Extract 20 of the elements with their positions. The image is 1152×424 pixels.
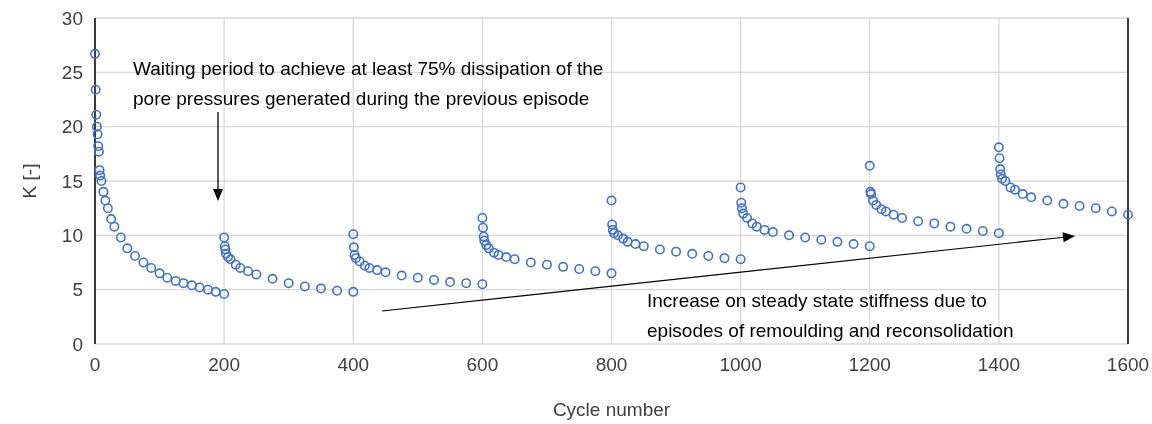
x-tick-label: 1400	[977, 354, 1021, 375]
y-axis-title: K [-]	[19, 163, 40, 199]
y-tick-label: 25	[61, 61, 83, 83]
x-axis-title: Cycle number	[552, 399, 671, 420]
x-tick-label: 600	[466, 354, 499, 375]
x-tick-label: 1600	[1106, 354, 1150, 375]
y-tick-label: 0	[72, 333, 83, 355]
y-tick-label: 20	[61, 116, 83, 138]
annotation: Increase on steady state stiffness due to episodes of remoulding and reconsolidation	[647, 290, 1014, 341]
y-tick-label: 10	[61, 224, 83, 246]
x-tick-label: 1200	[848, 354, 891, 375]
x-tick-label: 400	[337, 354, 370, 375]
x-tick-label: 800	[595, 354, 628, 375]
x-tick-label: 1000	[719, 354, 762, 375]
annotation: Waiting period to achieve at least 75% dissipation of the pore pressures generated during the previous episode	[133, 58, 604, 109]
x-tick-label: 200	[208, 354, 240, 375]
y-tick-label: 5	[72, 279, 83, 301]
y-tick-label: 15	[61, 170, 83, 192]
x-tick-label: 0	[89, 354, 101, 375]
y-tick-label: 30	[61, 7, 83, 29]
